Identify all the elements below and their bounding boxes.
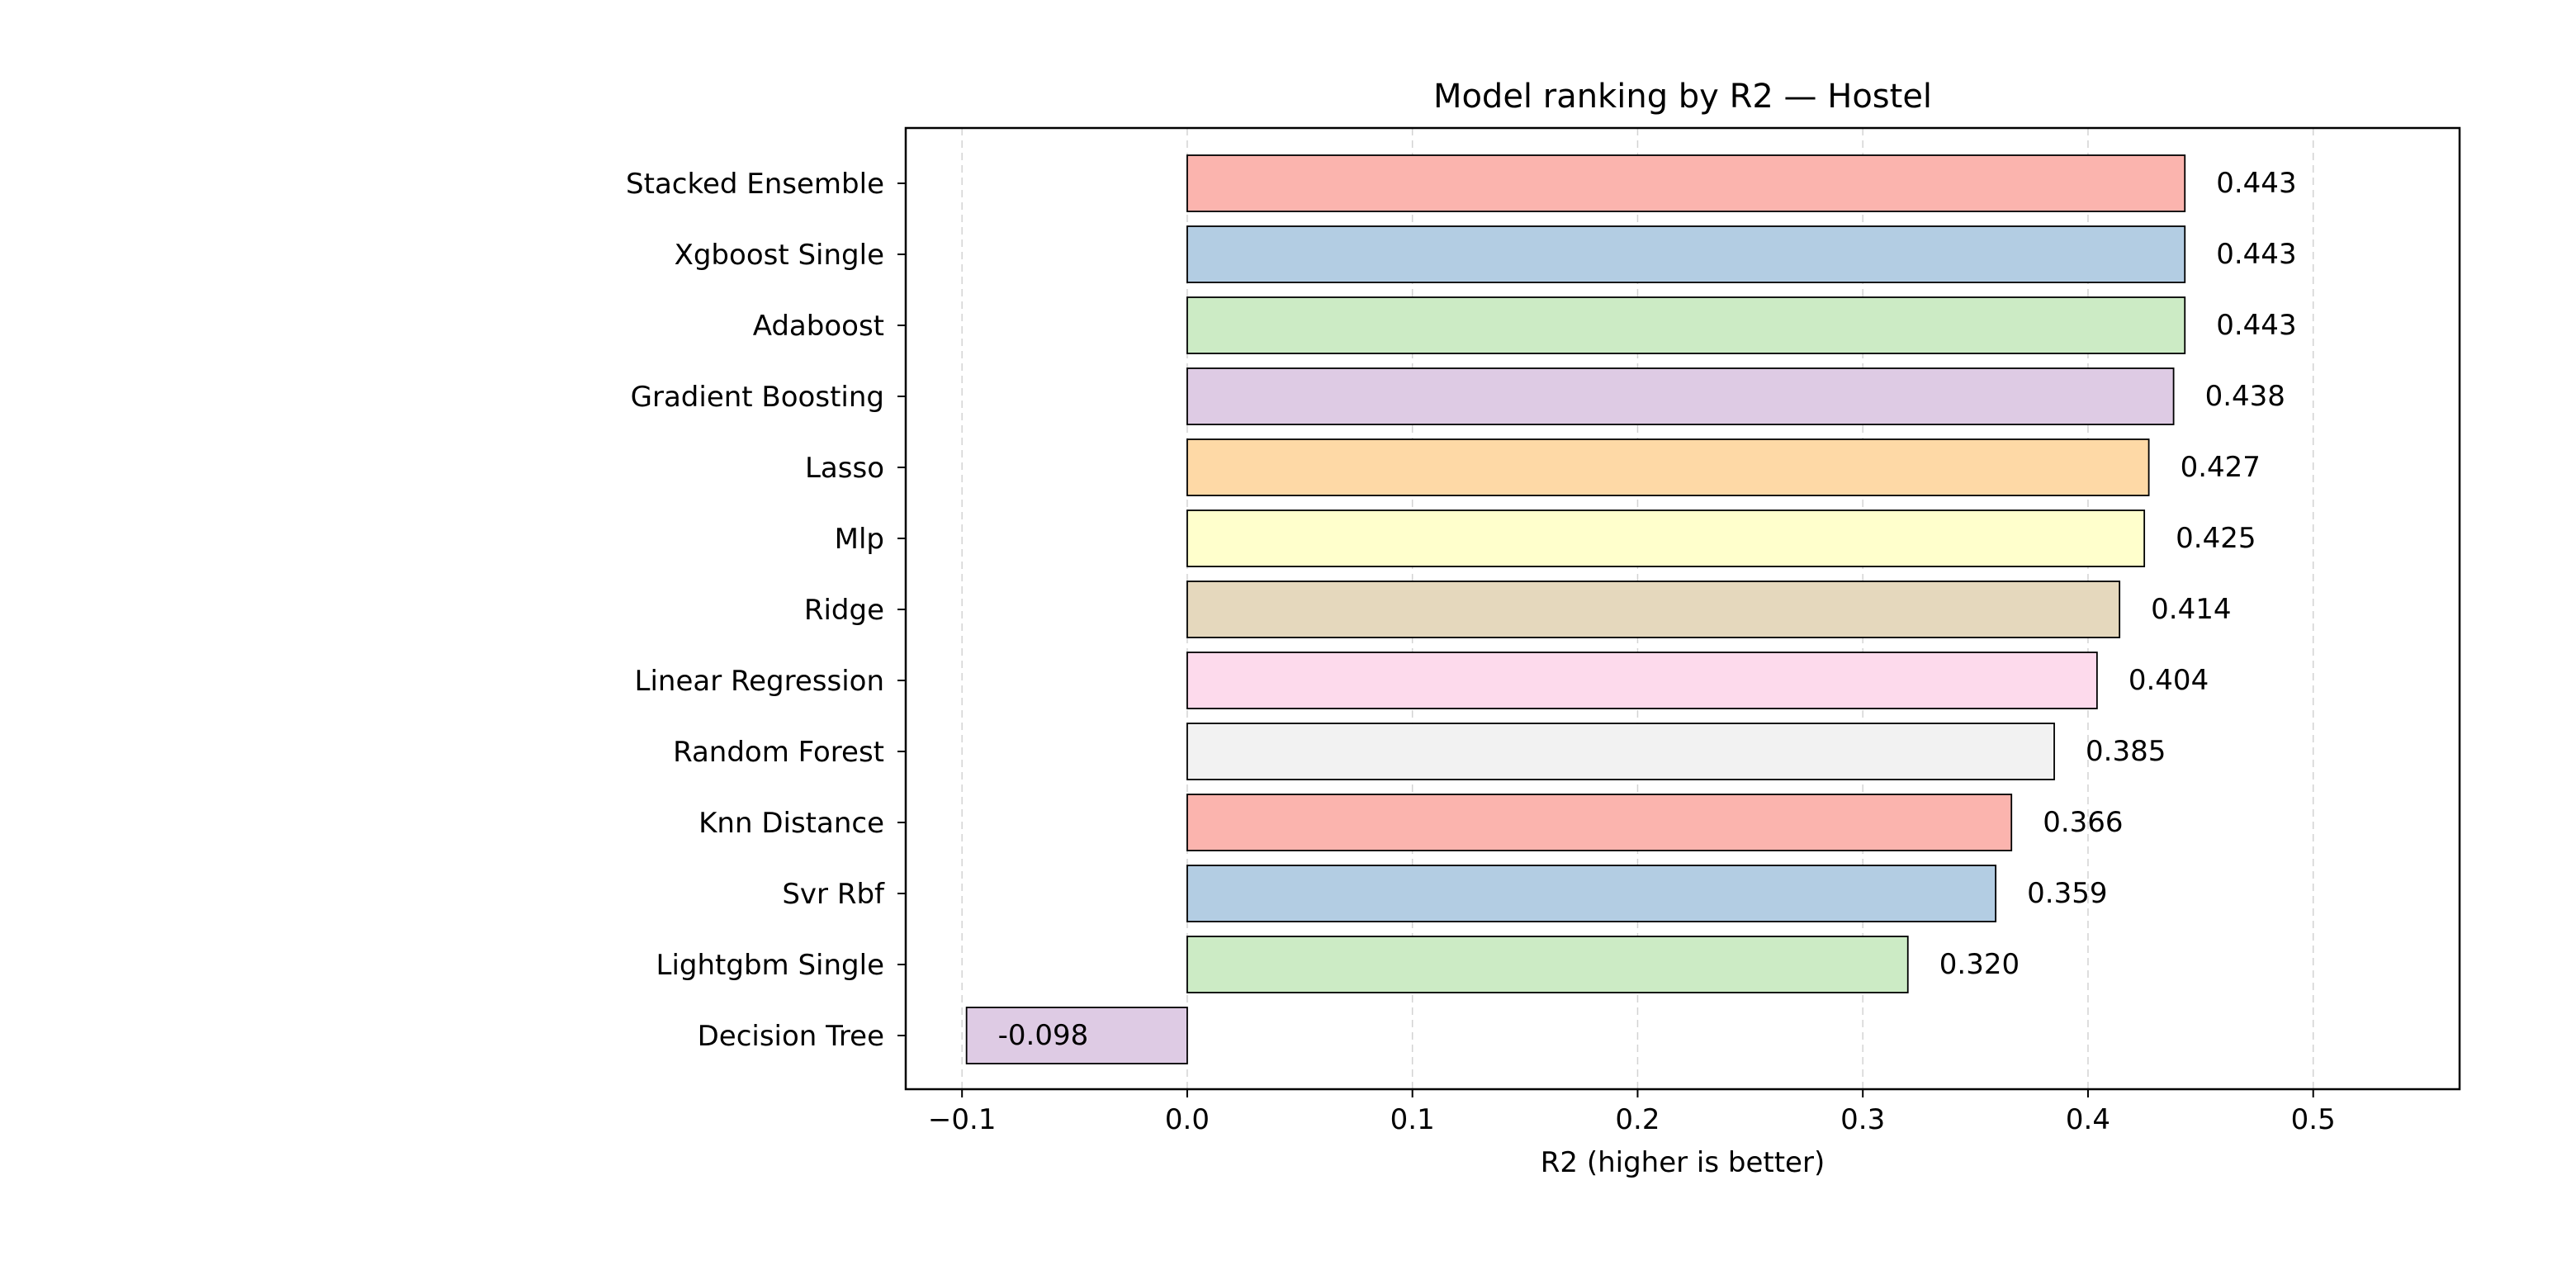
x-tick-label: 0.3 — [1840, 1103, 1885, 1136]
labels-layer: −0.1 0.0 0.1 0.2 0.3 0.4 0.5 Stacked Ensemble 0.… — [626, 167, 2336, 1136]
category-label: Decision Tree — [698, 1020, 884, 1053]
bar — [1186, 154, 2186, 212]
bar — [965, 1007, 1188, 1064]
category-label: Random Forest — [673, 736, 884, 769]
ticks-layer — [897, 182, 2314, 1097]
x-tick-label: −0.1 — [928, 1103, 997, 1136]
category-label: Knn Distance — [698, 807, 884, 840]
plot-frame — [904, 126, 2461, 1091]
bar — [1186, 581, 2121, 638]
value-label: 0.320 — [1939, 948, 2020, 981]
value-label: 0.414 — [2151, 593, 2231, 626]
value-label: -0.098 — [998, 1019, 1089, 1052]
category-label: Linear Regression — [635, 665, 884, 698]
category-label: Xgboost Single — [675, 239, 884, 272]
x-tick-label: 0.2 — [1615, 1103, 1660, 1136]
bar — [1186, 510, 2146, 567]
bar — [1186, 936, 1909, 993]
bar — [1186, 367, 2175, 425]
bars-layer — [965, 154, 2186, 1064]
value-label: 0.385 — [2086, 735, 2166, 768]
bar — [1186, 865, 1997, 922]
category-label: Svr Rbf — [782, 878, 885, 911]
category-label: Mlp — [835, 523, 884, 556]
value-label: 0.404 — [2129, 664, 2209, 697]
x-tick-label: 0.1 — [1390, 1103, 1435, 1136]
chart-title: Model ranking by R2 — Hostel — [1433, 78, 1932, 116]
value-label: 0.443 — [2216, 309, 2296, 342]
category-label: Gradient Boosting — [631, 381, 884, 414]
category-label: Ridge — [804, 594, 884, 627]
category-label: Adaboost — [753, 310, 884, 343]
bar — [1186, 438, 2150, 496]
x-axis-label: R2 (higher is better) — [1541, 1146, 1825, 1179]
category-label: Lightgbm Single — [656, 949, 884, 982]
value-label: 0.443 — [2216, 238, 2296, 271]
value-label: 0.438 — [2205, 380, 2285, 413]
value-label: 0.427 — [2181, 451, 2261, 484]
x-tick-label: 0.0 — [1165, 1103, 1210, 1136]
category-label: Stacked Ensemble — [626, 168, 884, 201]
bar — [1186, 652, 2098, 709]
value-label: 0.366 — [2043, 806, 2123, 839]
value-label: 0.425 — [2176, 522, 2256, 555]
bar — [1186, 296, 2186, 354]
value-label: 0.359 — [2027, 877, 2107, 910]
x-tick-label: 0.4 — [2066, 1103, 2110, 1136]
bar — [1186, 723, 2055, 780]
category-label: Lasso — [805, 452, 884, 485]
bar — [1186, 794, 2013, 851]
bar — [1186, 225, 2186, 283]
x-tick-label: 0.5 — [2291, 1103, 2336, 1136]
value-label: 0.443 — [2216, 167, 2296, 200]
